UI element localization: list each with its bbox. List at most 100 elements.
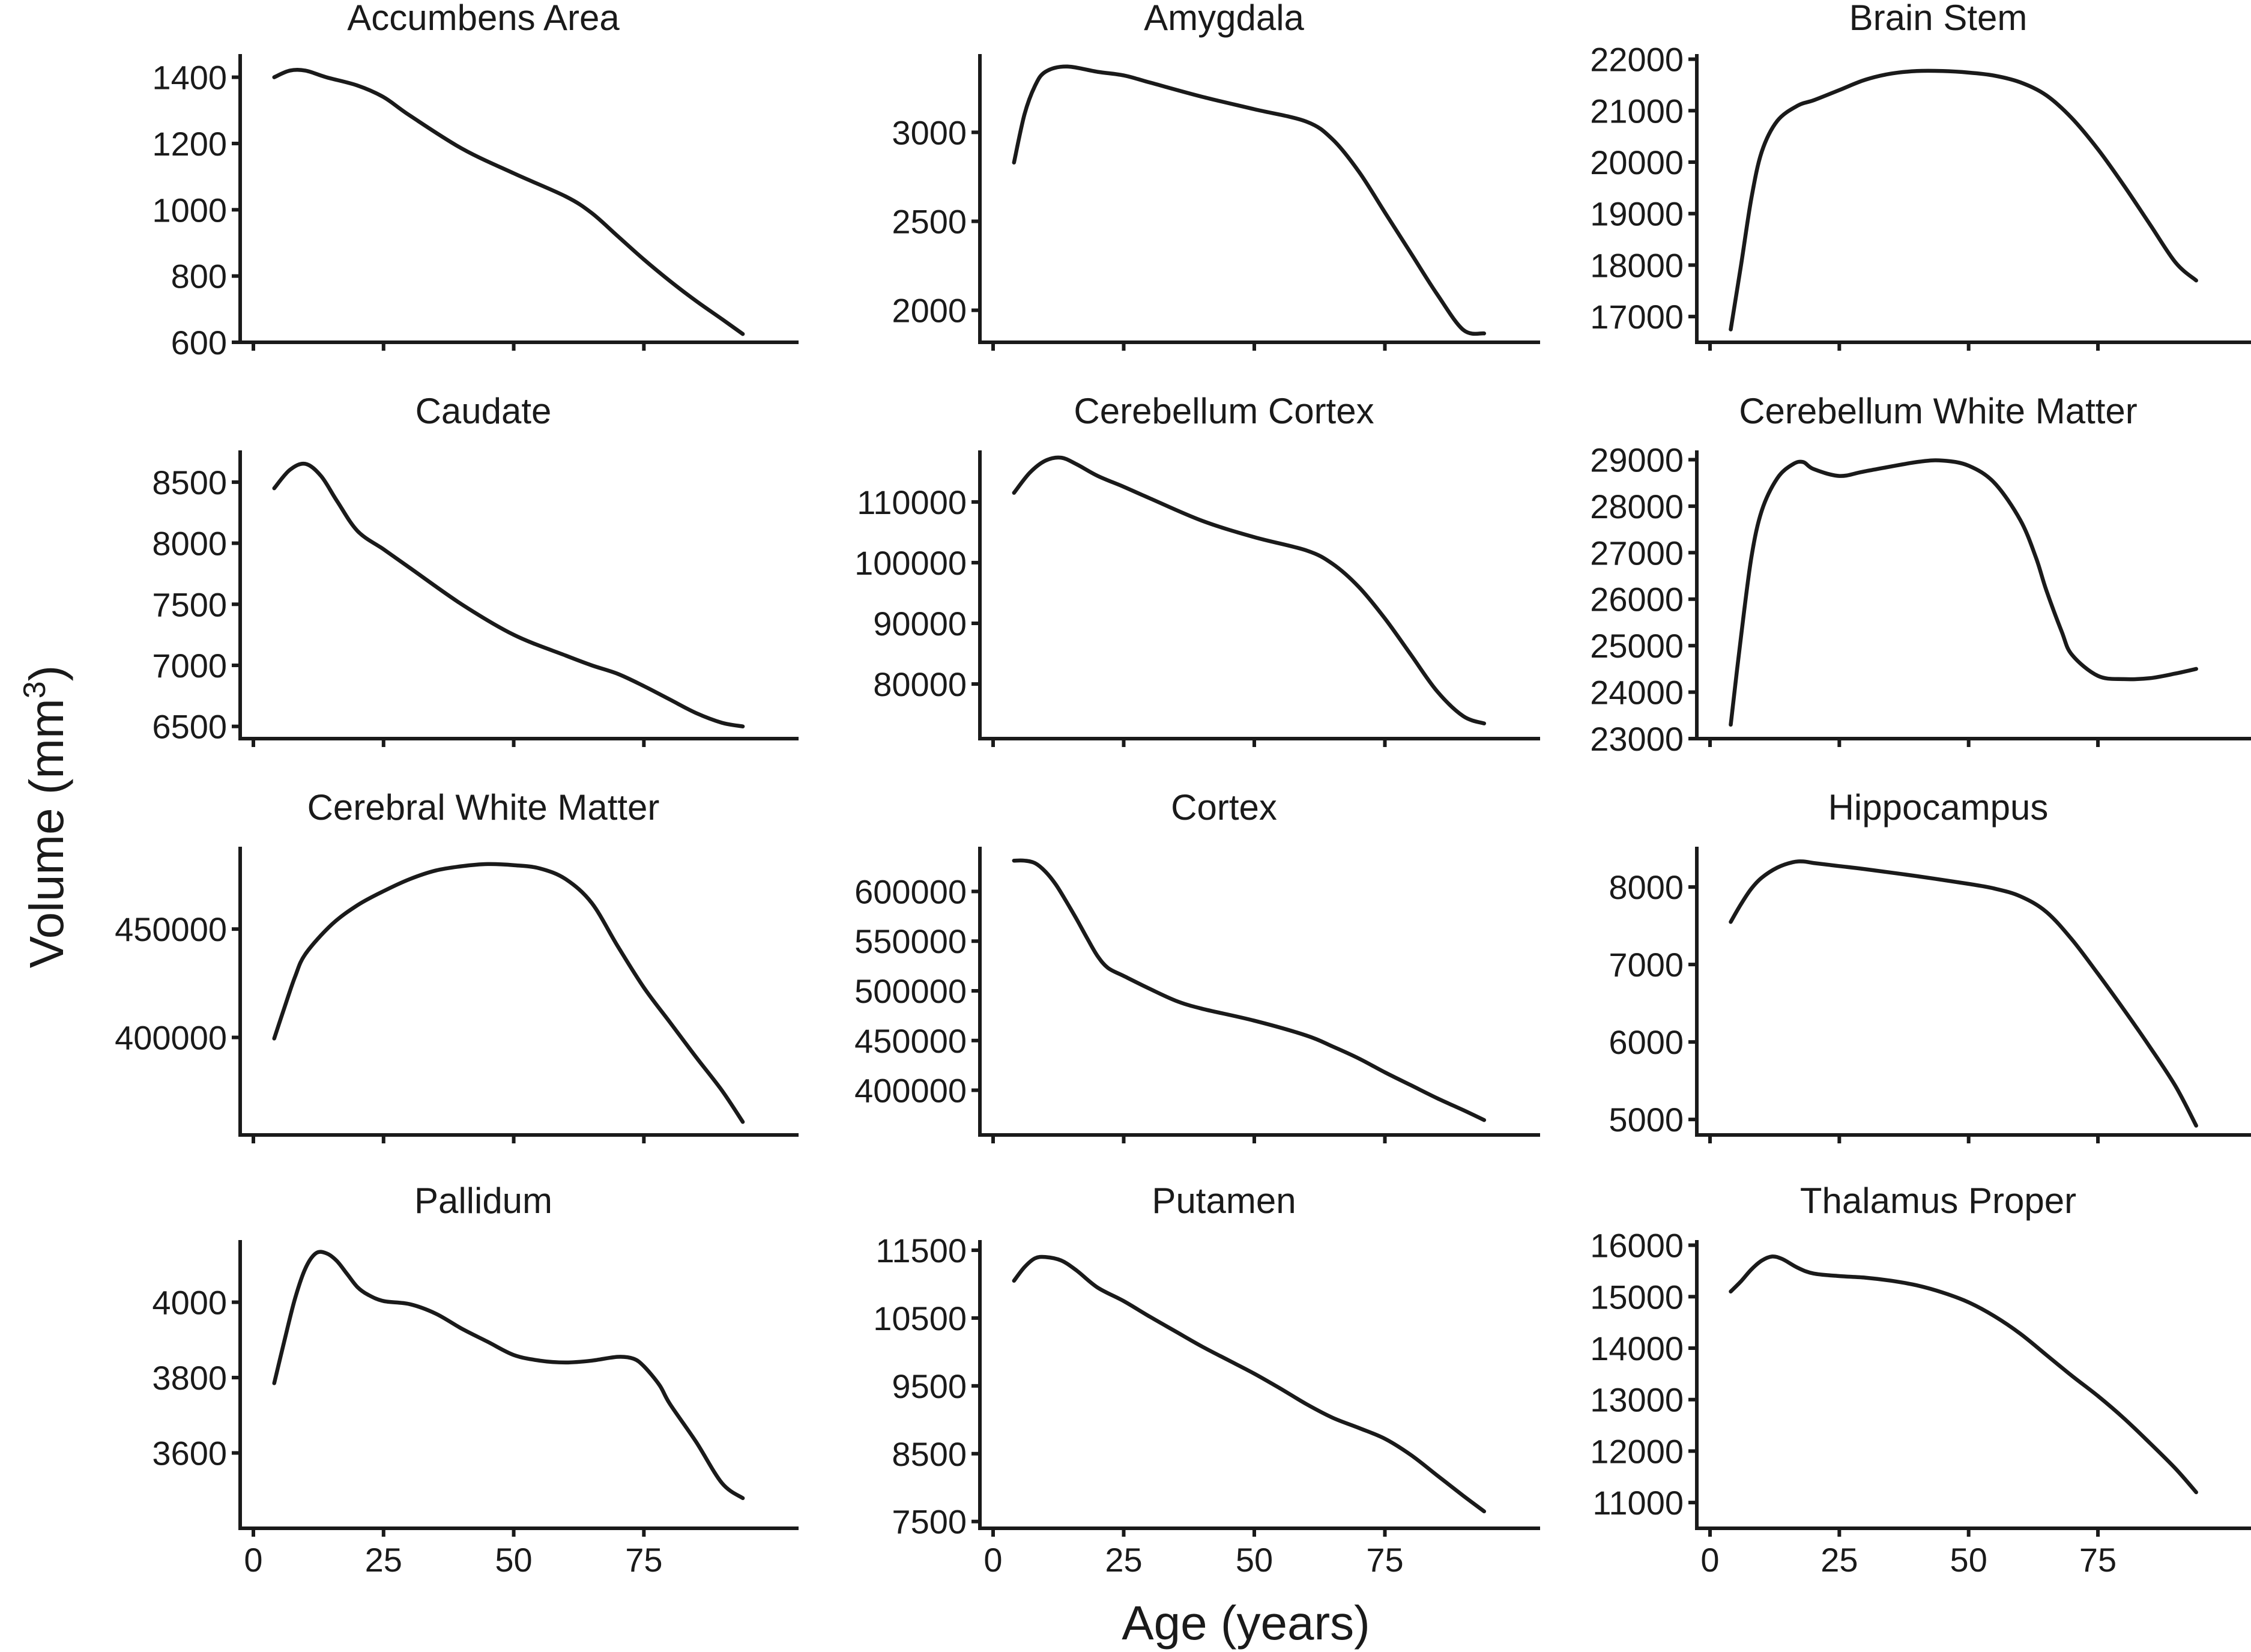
x-tick-label: 0	[244, 1541, 262, 1579]
series-line-thalamus-proper	[1729, 1254, 2198, 1495]
y-axis-title: Volume (mm3)	[17, 665, 73, 969]
y-tick-label: 7000	[152, 647, 227, 685]
y-tick-label: 450000	[115, 910, 227, 948]
series-line-cerebellum-cortex	[1012, 455, 1487, 725]
y-tick-label: 3000	[892, 113, 967, 151]
panel-hippocampus: Hippocampus 5000 6000 7000 8000	[1609, 787, 2251, 1143]
y-tick-label: 2500	[892, 203, 967, 241]
y-tick-label: 6500	[152, 708, 227, 746]
y-tick-label: 8000	[152, 525, 227, 563]
y-tick-label: 11500	[875, 1232, 967, 1269]
x-tick-label: 75	[2079, 1541, 2117, 1579]
y-tick-label: 23000	[1590, 720, 1684, 758]
y-tick-label: 7500	[152, 585, 227, 623]
y-tick-label: 7500	[892, 1503, 967, 1541]
y-tick-label: 450000	[854, 1022, 967, 1060]
x-tick-label: 50	[1950, 1541, 1987, 1579]
y-tick-label: 600	[171, 324, 227, 362]
series-line-pallidum	[272, 1250, 745, 1501]
x-tick-label: 0	[983, 1541, 1002, 1579]
y-axis-title-superscript: 3	[17, 681, 52, 698]
y-tick-label: 29000	[1590, 441, 1684, 479]
panel-title: Cerebellum White Matter	[1739, 391, 2138, 431]
y-tick-label: 500000	[854, 972, 967, 1010]
y-tick-label: 10500	[873, 1300, 967, 1337]
y-tick-label: 400000	[115, 1019, 227, 1057]
y-tick-label: 20000	[1590, 144, 1684, 181]
y-tick-label: 22000	[1590, 41, 1684, 79]
y-tick-label: 13000	[1590, 1381, 1684, 1419]
panel-cerebellum-white-matter: Cerebellum White Matter 23000 24000 25000 26…	[1590, 391, 2251, 758]
panel-title: Hippocampus	[1828, 787, 2049, 828]
y-tick-label: 800	[171, 258, 227, 295]
y-tick-label: 5000	[1609, 1101, 1684, 1139]
series-line-cerebral-white-matter	[272, 862, 745, 1124]
y-axis-title-main: Volume (mm	[20, 698, 73, 968]
panel-title: Cerebral White Matter	[307, 787, 660, 828]
y-tick-label: 80000	[873, 665, 967, 703]
series-line-amygdala	[1012, 64, 1487, 336]
x-tick-label: 25	[365, 1541, 402, 1579]
y-tick-label: 400000	[854, 1072, 967, 1110]
y-tick-label: 100000	[854, 544, 967, 582]
panel-title: Accumbens Area	[347, 0, 620, 38]
panel-brain-stem: Brain Stem 17000 18000 19000 20000 21000 22000	[1590, 0, 2251, 351]
panel-title: Thalamus Proper	[1800, 1181, 2076, 1221]
panel-accumbens-area: Accumbens Area 600 800 1000 1200 1400	[152, 0, 799, 362]
panel-title: Cerebellum Cortex	[1074, 391, 1374, 431]
y-tick-label: 14000	[1590, 1330, 1684, 1367]
y-tick-label: 8000	[1609, 868, 1684, 906]
panel-pallidum: Pallidum 3600 3800 4000 0 25 50 75	[152, 1181, 799, 1579]
series-line-hippocampus	[1729, 859, 2198, 1128]
panel-caudate: Caudate 6500 7000 7500 8000 8500	[152, 391, 799, 747]
y-tick-label: 9500	[892, 1367, 967, 1405]
series-line-cerebellum-white-matter	[1729, 458, 2198, 727]
panel-title: Pallidum	[414, 1181, 552, 1221]
x-axis-title: Age (years)	[1122, 1596, 1370, 1650]
panel-title: Putamen	[1152, 1181, 1296, 1221]
y-tick-label: 17000	[1590, 298, 1684, 336]
y-tick-label: 3800	[152, 1359, 227, 1397]
y-tick-label: 550000	[854, 922, 967, 960]
series-line-putamen	[1012, 1254, 1487, 1514]
series-line-brain-stem	[1729, 68, 2198, 331]
y-tick-label: 8500	[152, 464, 227, 501]
x-tick-label: 75	[1366, 1541, 1403, 1579]
x-tick-label: 75	[625, 1541, 662, 1579]
panel-title: Cortex	[1171, 787, 1277, 828]
y-tick-label: 8500	[892, 1435, 967, 1473]
y-axis-title-tail: )	[20, 665, 73, 682]
y-tick-label: 27000	[1590, 534, 1684, 572]
panel-cerebellum-cortex: Cerebellum Cortex 80000 90000 100000 110000	[854, 391, 1540, 747]
y-tick-label: 600000	[854, 873, 967, 910]
y-tick-label: 6000	[1609, 1023, 1684, 1061]
y-tick-label: 12000	[1590, 1432, 1684, 1470]
y-tick-label: 4000	[152, 1284, 227, 1322]
panel-title: Caudate	[415, 391, 552, 431]
y-tick-label: 2000	[892, 292, 967, 330]
y-tick-label: 24000	[1590, 674, 1684, 712]
panel-cerebral-white-matter: Cerebral White Matter 400000 450000	[115, 787, 799, 1143]
x-tick-label: 50	[495, 1541, 532, 1579]
y-tick-label: 1200	[152, 125, 227, 163]
y-tick-label: 1000	[152, 191, 227, 229]
y-tick-label: 21000	[1590, 92, 1684, 130]
x-tick-label: 25	[1105, 1541, 1142, 1579]
panel-putamen: Putamen 7500 8500 9500 10500 11500 0 25 50 75	[873, 1181, 1540, 1579]
y-tick-label: 15000	[1590, 1278, 1684, 1316]
y-tick-label: 26000	[1590, 581, 1684, 619]
panel-thalamus-proper: Thalamus Proper 11000 12000 13000 14000 15000…	[1590, 1181, 2251, 1579]
series-line-cortex	[1012, 858, 1487, 1122]
x-tick-label: 25	[1820, 1541, 1858, 1579]
series-line-accumbens-area	[272, 67, 745, 336]
y-tick-label: 3600	[152, 1435, 227, 1472]
y-tick-label: 110000	[857, 483, 967, 521]
x-tick-label: 0	[1700, 1541, 1719, 1579]
y-tick-label: 28000	[1590, 488, 1684, 525]
panel-title: Brain Stem	[1849, 0, 2028, 38]
y-tick-label: 18000	[1590, 246, 1684, 284]
series-line-caudate	[272, 461, 745, 728]
panel-cortex: Cortex 400000 450000 500000 550000 600000	[854, 787, 1540, 1143]
y-tick-label: 19000	[1590, 195, 1684, 233]
